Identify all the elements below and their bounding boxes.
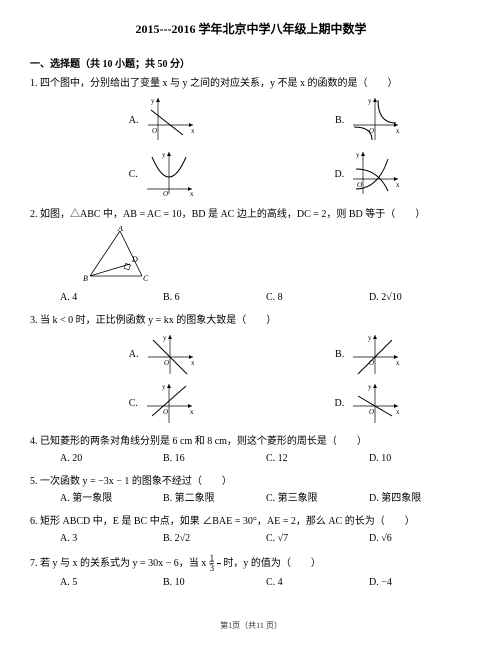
graph-1b: x y O xyxy=(348,95,403,145)
graph-3b: x y O xyxy=(348,332,403,377)
section-header: 一、选择题（共 10 小题；共 50 分） xyxy=(30,55,472,70)
svg-text:O: O xyxy=(163,190,168,198)
svg-text:y: y xyxy=(162,151,166,159)
q1-label-b: B. xyxy=(335,113,344,128)
q4-ans-b: B. 16 xyxy=(163,451,266,466)
q3-label-a: A. xyxy=(129,347,139,362)
svg-text:B: B xyxy=(83,274,88,283)
question-7: 7. 若 y 与 x 的关系式为 y = 30x − 6，当 x = 13 时，… xyxy=(30,554,472,590)
svg-text:y: y xyxy=(368,383,372,391)
q6-ans-b: B. 2√2 xyxy=(163,531,266,546)
graph-3c: x y O xyxy=(142,381,197,426)
q1-label-a: A. xyxy=(129,113,139,128)
q7-ans-a: A. 5 xyxy=(60,575,163,590)
q5-ans-a: A. 第一象限 xyxy=(60,491,163,506)
graph-1d: x y O xyxy=(348,149,403,199)
graph-3a: x y O xyxy=(143,332,198,377)
triangle-figure: A B C D xyxy=(80,226,160,286)
q4-ans-d: D. 10 xyxy=(369,451,472,466)
q1-text: 1. 四个图中，分别给出了变量 x 与 y 之间的对应关系，y 不是 x 的函数… xyxy=(44,76,472,91)
question-5: 5. 一次函数 y = −3x − 1 的图象不经过（ ） A. 第一象限 B.… xyxy=(30,474,472,506)
q4-ans-c: C. 12 xyxy=(266,451,369,466)
question-4: 4. 已知菱形的两条对角线分别是 6 cm 和 8 cm，则这个菱形的周长是（ … xyxy=(30,434,472,466)
svg-text:O: O xyxy=(152,127,157,135)
q4-answers: A. 20 B. 16 C. 12 D. 10 xyxy=(60,451,472,466)
svg-text:x: x xyxy=(190,408,194,416)
q6-answers: A. 3 B. 2√2 C. √7 D. √6 xyxy=(60,531,472,546)
q7-text: 7. 若 y 与 x 的关系式为 y = 30x − 6，当 x = 13 时，… xyxy=(44,554,472,573)
svg-text:y: y xyxy=(356,151,360,159)
q7-text-part2: 时，y 的值为（ ） xyxy=(221,558,321,569)
svg-text:O: O xyxy=(369,359,374,367)
svg-text:y: y xyxy=(368,97,372,105)
q7-ans-d: D. −4 xyxy=(369,575,472,590)
q2-text: 2. 如图，△ABC 中，AB = AC = 10，BD 是 AC 边上的高线，… xyxy=(44,207,472,222)
q7-ans-b: B. 10 xyxy=(163,575,266,590)
svg-text:A: A xyxy=(117,226,123,233)
svg-text:C: C xyxy=(143,274,149,283)
svg-text:x: x xyxy=(396,181,400,189)
svg-text:y: y xyxy=(151,97,155,105)
q3-text: 3. 当 k < 0 时，正比例函数 y = kx 的图象大致是（ ） xyxy=(44,313,472,328)
svg-text:y: y xyxy=(368,334,372,342)
svg-text:y: y xyxy=(162,383,166,391)
q5-answers: A. 第一象限 B. 第二象限 C. 第三象限 D. 第四象限 xyxy=(60,491,472,506)
q4-text: 4. 已知菱形的两条对角线分别是 6 cm 和 8 cm，则这个菱形的周长是（ … xyxy=(44,434,472,449)
q5-text: 5. 一次函数 y = −3x − 1 的图象不经过（ ） xyxy=(44,474,472,489)
svg-text:D: D xyxy=(131,255,138,264)
svg-text:y: y xyxy=(163,334,167,342)
q3-label-b: B. xyxy=(335,347,344,362)
q2-ans-a: A. 4 xyxy=(60,290,163,305)
svg-text:x: x xyxy=(191,127,195,135)
svg-text:x: x xyxy=(191,359,195,367)
q6-ans-c: C. √7 xyxy=(266,531,369,546)
q3-label-d: D. xyxy=(334,396,344,411)
question-1: 1. 四个图中，分别给出了变量 x 与 y 之间的对应关系，y 不是 x 的函数… xyxy=(30,76,472,199)
svg-text:O: O xyxy=(369,127,374,135)
q7-answers: A. 5 B. 10 C. 4 D. −4 xyxy=(60,575,472,590)
q5-ans-b: B. 第二象限 xyxy=(163,491,266,506)
question-6: 6. 矩形 ABCD 中，E 是 BC 中点，如果 ∠BAE = 30°，AE … xyxy=(30,514,472,546)
svg-text:x: x xyxy=(396,127,400,135)
graph-1c: x y O xyxy=(142,149,197,199)
q7-ans-c: C. 4 xyxy=(266,575,369,590)
page-footer: 第1页（共11 页） xyxy=(30,620,472,631)
q2-answers: A. 4 B. 6 C. 8 D. 2√10 xyxy=(60,290,472,305)
q1-label-d: D. xyxy=(334,167,344,182)
q5-ans-d: D. 第四象限 xyxy=(369,491,472,506)
q6-text: 6. 矩形 ABCD 中，E 是 BC 中点，如果 ∠BAE = 30°，AE … xyxy=(44,514,472,529)
svg-text:x: x xyxy=(190,190,194,198)
svg-text:O: O xyxy=(369,408,374,416)
graph-1a: x y O xyxy=(143,95,198,145)
q6-ans-d: D. √6 xyxy=(369,531,472,546)
graph-3d: x y O xyxy=(348,381,403,426)
q2-ans-d: D. 2√10 xyxy=(369,290,472,305)
q7-text-part1: 7. 若 y 与 x 的关系式为 y = 30x − 6，当 x = xyxy=(30,558,217,569)
q5-ans-c: C. 第三象限 xyxy=(266,491,369,506)
q1-label-c: C. xyxy=(129,167,138,182)
question-2: 2. 如图，△ABC 中，AB = AC = 10，BD 是 AC 边上的高线，… xyxy=(30,207,472,305)
svg-text:x: x xyxy=(396,359,400,367)
q4-ans-a: A. 20 xyxy=(60,451,163,466)
q2-ans-c: C. 8 xyxy=(266,290,369,305)
q3-label-c: C. xyxy=(129,396,138,411)
svg-text:O: O xyxy=(164,359,169,367)
q6-ans-a: A. 3 xyxy=(60,531,163,546)
question-3: 3. 当 k < 0 时，正比例函数 y = kx 的图象大致是（ ） A. x… xyxy=(30,313,472,426)
page-title: 2015---2016 学年北京中学八年级上期中数学 xyxy=(30,20,472,37)
q2-ans-b: B. 6 xyxy=(163,290,266,305)
svg-text:O: O xyxy=(163,408,168,416)
svg-text:O: O xyxy=(357,181,362,189)
svg-text:x: x xyxy=(396,408,400,416)
